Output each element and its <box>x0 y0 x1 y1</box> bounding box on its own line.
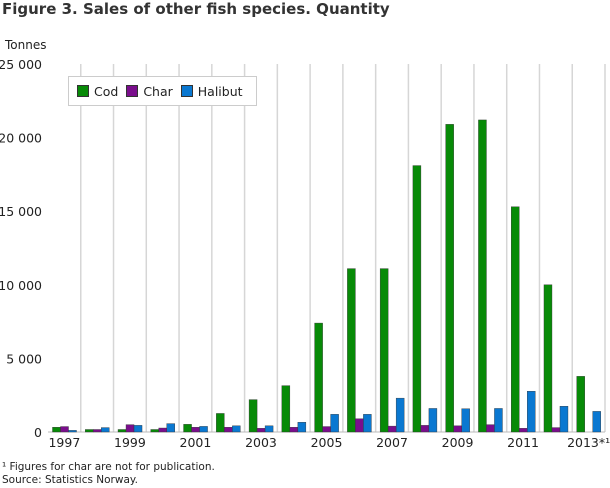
legend-item: Halibut <box>180 83 243 99</box>
legend-label: Cod <box>94 83 119 99</box>
bar-cod <box>150 429 159 433</box>
source-note: Source: Statistics Norway. <box>2 474 138 486</box>
bar-halibut <box>428 408 438 433</box>
bar-cod <box>314 322 323 433</box>
bar-cod <box>412 165 422 433</box>
bar-halibut <box>592 411 601 433</box>
footnote: ¹ Figures for char are not for publicati… <box>2 461 215 473</box>
y-tick-label: 5 000 <box>6 351 42 366</box>
bar-cod <box>576 376 585 433</box>
bar-halibut <box>264 425 274 433</box>
bar-char <box>486 424 495 433</box>
bar-halibut <box>133 425 143 433</box>
bar-cod <box>85 429 94 433</box>
x-tick-label: 2011 <box>507 435 539 450</box>
y-tick-label: 0 <box>34 425 42 440</box>
bar-char <box>125 424 135 433</box>
bar-cod <box>379 268 389 433</box>
bar-halibut <box>330 414 339 433</box>
x-tick-label: 1997 <box>48 435 80 450</box>
chart-title: Figure 3. Sales of other fish species. Q… <box>2 0 390 18</box>
legend: Cod Char Halibut <box>68 76 257 106</box>
bar-halibut <box>199 426 208 433</box>
x-tick-label: 2003 <box>245 435 277 450</box>
bar-halibut <box>232 425 241 433</box>
legend-item: Char <box>126 83 173 99</box>
bar-halibut <box>395 397 405 433</box>
bar-chart: 0 5 000 10 000 15 000 20 000 25 000 1997 1999 20… <box>0 57 610 450</box>
x-tick-label: 1999 <box>114 435 146 450</box>
x-tick-label: 2009 <box>442 435 474 450</box>
y-tick-label: 20 000 <box>0 131 42 146</box>
bar-cod <box>511 206 520 433</box>
bar-char <box>322 426 331 433</box>
legend-swatch <box>77 85 89 97</box>
bar-char <box>355 418 364 433</box>
bar-cod <box>117 429 127 433</box>
bar-cod <box>52 427 61 433</box>
bar-halibut <box>559 406 569 433</box>
bar-cod <box>183 424 192 433</box>
bar-cod <box>478 119 487 433</box>
legend-item: Cod <box>77 84 118 99</box>
bar-cod <box>281 385 291 433</box>
bar-cod <box>248 399 258 433</box>
bar-char <box>289 427 299 433</box>
bar-cod <box>543 284 553 433</box>
bar-char <box>453 425 462 433</box>
bar-halibut <box>527 391 536 433</box>
bar-char <box>93 429 102 433</box>
bar-halibut <box>297 422 307 433</box>
y-tick-label: 15 000 <box>0 204 42 219</box>
y-tick-label: 25 000 <box>0 57 42 72</box>
x-tick-label: 2001 <box>180 435 212 450</box>
x-tick-label: 2007 <box>376 435 408 450</box>
legend-swatch <box>126 85 139 97</box>
x-tick-label: 2005 <box>311 435 343 450</box>
bar-halibut <box>101 427 110 433</box>
legend-label: Halibut <box>197 83 243 99</box>
bar-char <box>224 427 233 433</box>
bar-char <box>519 428 528 433</box>
bar-cod <box>445 124 454 433</box>
bar-char <box>551 427 561 433</box>
x-tick-label: 2013*¹ <box>567 435 610 450</box>
bar-char <box>420 425 430 433</box>
y-axis-label: Tonnes <box>5 38 47 52</box>
bar-cod <box>216 413 225 433</box>
bar-char <box>60 426 69 433</box>
legend-swatch <box>180 85 193 97</box>
bar-cod <box>347 268 356 433</box>
bar-halibut <box>68 430 77 433</box>
bar-char <box>387 425 397 433</box>
bar-halibut <box>363 414 372 433</box>
bar-char <box>256 428 266 433</box>
bar-halibut <box>461 408 470 433</box>
bar-char <box>191 427 200 433</box>
bar-char <box>158 427 167 433</box>
legend-label: Char <box>143 83 173 99</box>
y-tick-label: 10 000 <box>0 278 42 293</box>
bar-halibut <box>494 408 503 433</box>
bar-halibut <box>166 423 175 433</box>
